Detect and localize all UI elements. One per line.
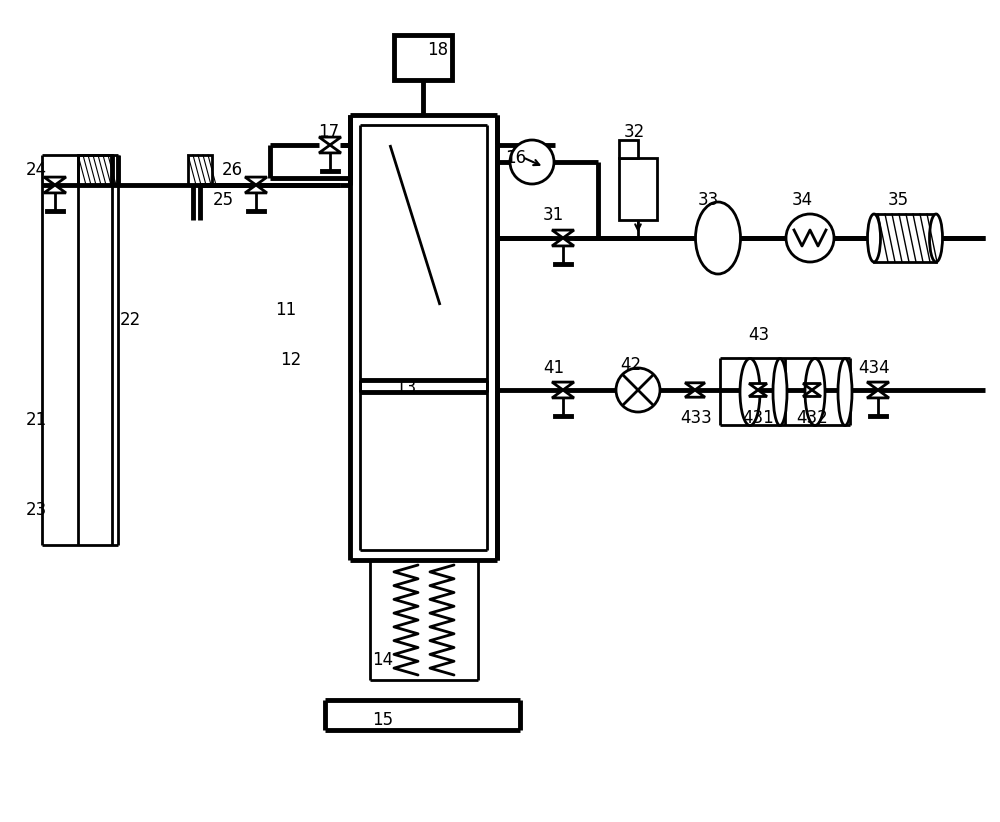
Polygon shape: [749, 390, 767, 396]
Polygon shape: [749, 384, 767, 390]
Polygon shape: [245, 185, 267, 193]
Ellipse shape: [930, 214, 942, 262]
Text: 35: 35: [888, 191, 909, 209]
Text: 42: 42: [620, 356, 641, 374]
Text: 25: 25: [213, 191, 234, 209]
Polygon shape: [552, 390, 574, 398]
Polygon shape: [867, 390, 889, 398]
Text: 21: 21: [26, 411, 47, 429]
Ellipse shape: [773, 358, 787, 426]
Text: 14: 14: [372, 651, 393, 669]
Polygon shape: [245, 177, 267, 185]
Text: 26: 26: [222, 161, 243, 179]
Bar: [619, 158, 657, 220]
Bar: [619, 140, 638, 158]
Text: 12: 12: [280, 351, 301, 369]
Polygon shape: [552, 238, 574, 246]
Polygon shape: [803, 384, 821, 390]
Circle shape: [616, 368, 660, 412]
Ellipse shape: [805, 358, 825, 426]
Polygon shape: [552, 382, 574, 390]
Polygon shape: [319, 145, 341, 153]
Polygon shape: [44, 185, 66, 193]
Text: 432: 432: [796, 409, 828, 427]
Text: 31: 31: [543, 206, 564, 224]
Ellipse shape: [868, 214, 881, 262]
Text: 16: 16: [505, 149, 526, 167]
Polygon shape: [803, 390, 821, 396]
Text: 15: 15: [372, 711, 393, 729]
Ellipse shape: [696, 202, 740, 274]
Text: 33: 33: [698, 191, 719, 209]
Polygon shape: [44, 177, 66, 185]
Text: 433: 433: [680, 409, 712, 427]
Ellipse shape: [838, 358, 852, 426]
Ellipse shape: [740, 358, 760, 426]
Text: 13: 13: [395, 379, 416, 397]
Text: 11: 11: [275, 301, 296, 319]
Text: 17: 17: [318, 123, 339, 141]
Text: 23: 23: [26, 501, 47, 519]
Text: 22: 22: [120, 311, 141, 329]
Bar: [78, 155, 112, 185]
Text: 32: 32: [624, 123, 645, 141]
Bar: [188, 155, 212, 185]
Text: 24: 24: [26, 161, 47, 179]
Polygon shape: [552, 230, 574, 238]
Circle shape: [510, 140, 554, 184]
Bar: [874, 214, 936, 262]
Polygon shape: [867, 382, 889, 390]
Text: 18: 18: [427, 41, 448, 59]
Circle shape: [786, 214, 834, 262]
Polygon shape: [685, 390, 705, 397]
Text: 41: 41: [543, 359, 564, 377]
Polygon shape: [685, 383, 705, 390]
Text: 34: 34: [792, 191, 813, 209]
Text: 43: 43: [748, 326, 769, 344]
Text: 431: 431: [742, 409, 774, 427]
Bar: [394, 35, 452, 80]
Polygon shape: [319, 137, 341, 145]
Text: 434: 434: [858, 359, 890, 377]
